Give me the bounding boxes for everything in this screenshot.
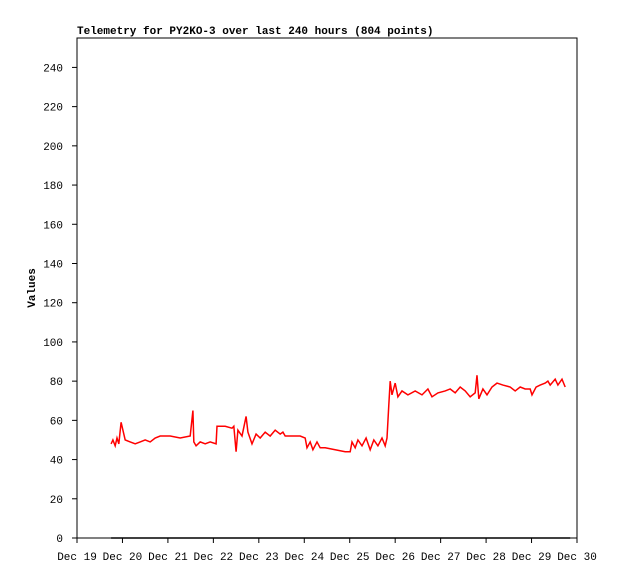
x-tick-label: Dec 20 [103, 552, 143, 564]
y-tick-label: 120 [43, 299, 63, 311]
x-tick-label: Dec 21 [148, 552, 188, 564]
data-line [110, 375, 566, 453]
y-tick-label: 60 [50, 416, 63, 428]
x-tick-label: Dec 22 [194, 552, 234, 564]
x-tick-label: Dec 24 [284, 552, 324, 564]
y-tick-label: 140 [43, 259, 63, 271]
x-tick-label: Dec 23 [239, 552, 279, 564]
x-tick-label: Dec 30 [557, 552, 597, 564]
y-tick-label: 40 [50, 456, 63, 468]
y-tick-label: 220 [43, 103, 63, 115]
x-tick-label: Dec 29 [512, 552, 552, 564]
x-tick-label: Dec 25 [330, 552, 370, 564]
y-tick-label: 20 [50, 495, 63, 507]
x-tick-label: Dec 28 [466, 552, 506, 564]
chart-title: Telemetry for PY2KO-3 over last 240 hour… [77, 26, 433, 38]
y-tick-label: 180 [43, 181, 63, 193]
y-tick-label: 80 [50, 377, 63, 389]
y-tick-label: 200 [43, 142, 63, 154]
y-tick-label: 240 [43, 63, 63, 75]
y-axis-label: Values [27, 268, 39, 308]
x-tick-label: Dec 27 [421, 552, 461, 564]
y-tick-label: 0 [56, 534, 63, 546]
x-tick-label: Dec 19 [57, 552, 97, 564]
y-tick-label: 100 [43, 338, 63, 350]
y-tick-label: 160 [43, 220, 63, 232]
x-tick-label: Dec 26 [375, 552, 415, 564]
plot-frame [76, 37, 578, 539]
